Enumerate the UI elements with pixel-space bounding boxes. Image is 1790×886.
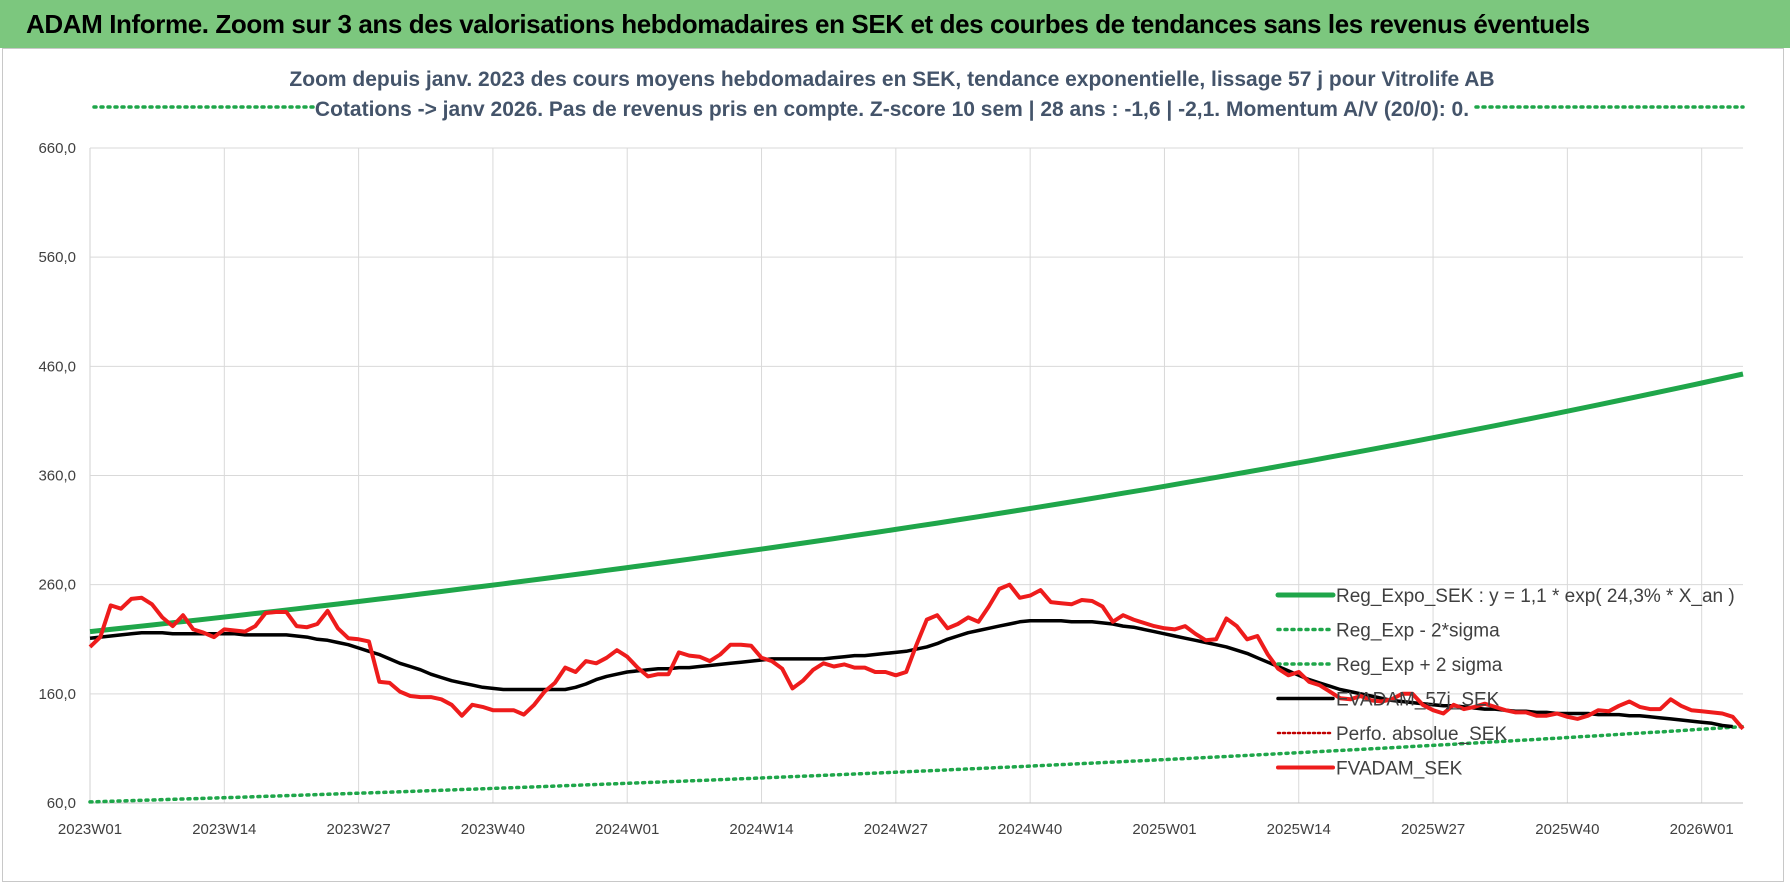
x-tick-label: 2025W01 [1132,821,1196,838]
x-tick-label: 2025W40 [1535,821,1599,838]
y-tick-label: 260,0 [38,577,76,594]
chart-titles: Zoom depuis janv. 2023 des cours moyens … [289,68,1494,121]
y-tick-label: 60,0 [47,795,76,812]
x-tick-label: 2024W14 [729,821,793,838]
series-reg-exp-minus-2sigma [88,724,1745,804]
x-tick-label: 2026W01 [1670,821,1734,838]
x-tick-label: 2025W27 [1401,821,1465,838]
x-tick-label: 2023W14 [192,821,256,838]
chart-title-line2: Cotations -> janv 2026. Pas de revenus p… [315,98,1469,121]
x-tick-label: 2024W40 [998,821,1062,838]
x-tick-label: 2023W27 [327,821,391,838]
series-fvadam [88,582,1745,731]
y-tick-label: 460,0 [38,358,76,375]
legend-label: EVADAM_57j_SEK [1336,690,1500,711]
x-tick-label: 2023W40 [461,821,525,838]
chart-legend: Reg_Expo_SEK : y = 1,1 * exp( 24,3% * X_… [1275,586,1735,780]
plot-area [88,105,1745,804]
y-tick-label: 560,0 [38,249,76,266]
x-tick-label: 2025W14 [1267,821,1331,838]
horizontal-gridlines [90,147,1743,804]
x-tick-label: 2023W01 [58,821,122,838]
x-axis: 2023W01 2023W14 2023W27 2023W40 2024W01 2024W… [58,821,1734,838]
report-banner: ADAM Informe. Zoom sur 3 ans des valoris… [0,0,1790,48]
legend-label: Reg_Exp - 2*sigma [1336,621,1500,642]
legend-label: Reg_Exp + 2 sigma [1336,655,1503,676]
report-title: ADAM Informe. Zoom sur 3 ans des valoris… [26,8,1590,39]
series-reg-expo [89,371,1744,635]
legend-label: Reg_Expo_SEK : y = 1,1 * exp( 24,3% * X_… [1336,586,1735,607]
legend-label: Perfo. absolue_SEK [1336,724,1507,745]
chart-title-line1: Zoom depuis janv. 2023 des cours moyens … [289,68,1494,91]
price-chart: 60,0 160,0 260,0 360,0 460,0 560,0 660,0 2023W… [38,68,1745,838]
y-tick-label: 660,0 [38,140,76,157]
y-axis: 60,0 160,0 260,0 360,0 460,0 560,0 660,0 [38,140,76,812]
chart-frame: 60,0 160,0 260,0 360,0 460,0 560,0 660,0 2023W… [2,48,1784,882]
legend-label: FVADAM_SEK [1336,759,1463,780]
x-tick-label: 2024W27 [864,821,928,838]
y-tick-label: 360,0 [38,468,76,485]
y-tick-label: 160,0 [38,686,76,703]
x-tick-label: 2024W01 [595,821,659,838]
